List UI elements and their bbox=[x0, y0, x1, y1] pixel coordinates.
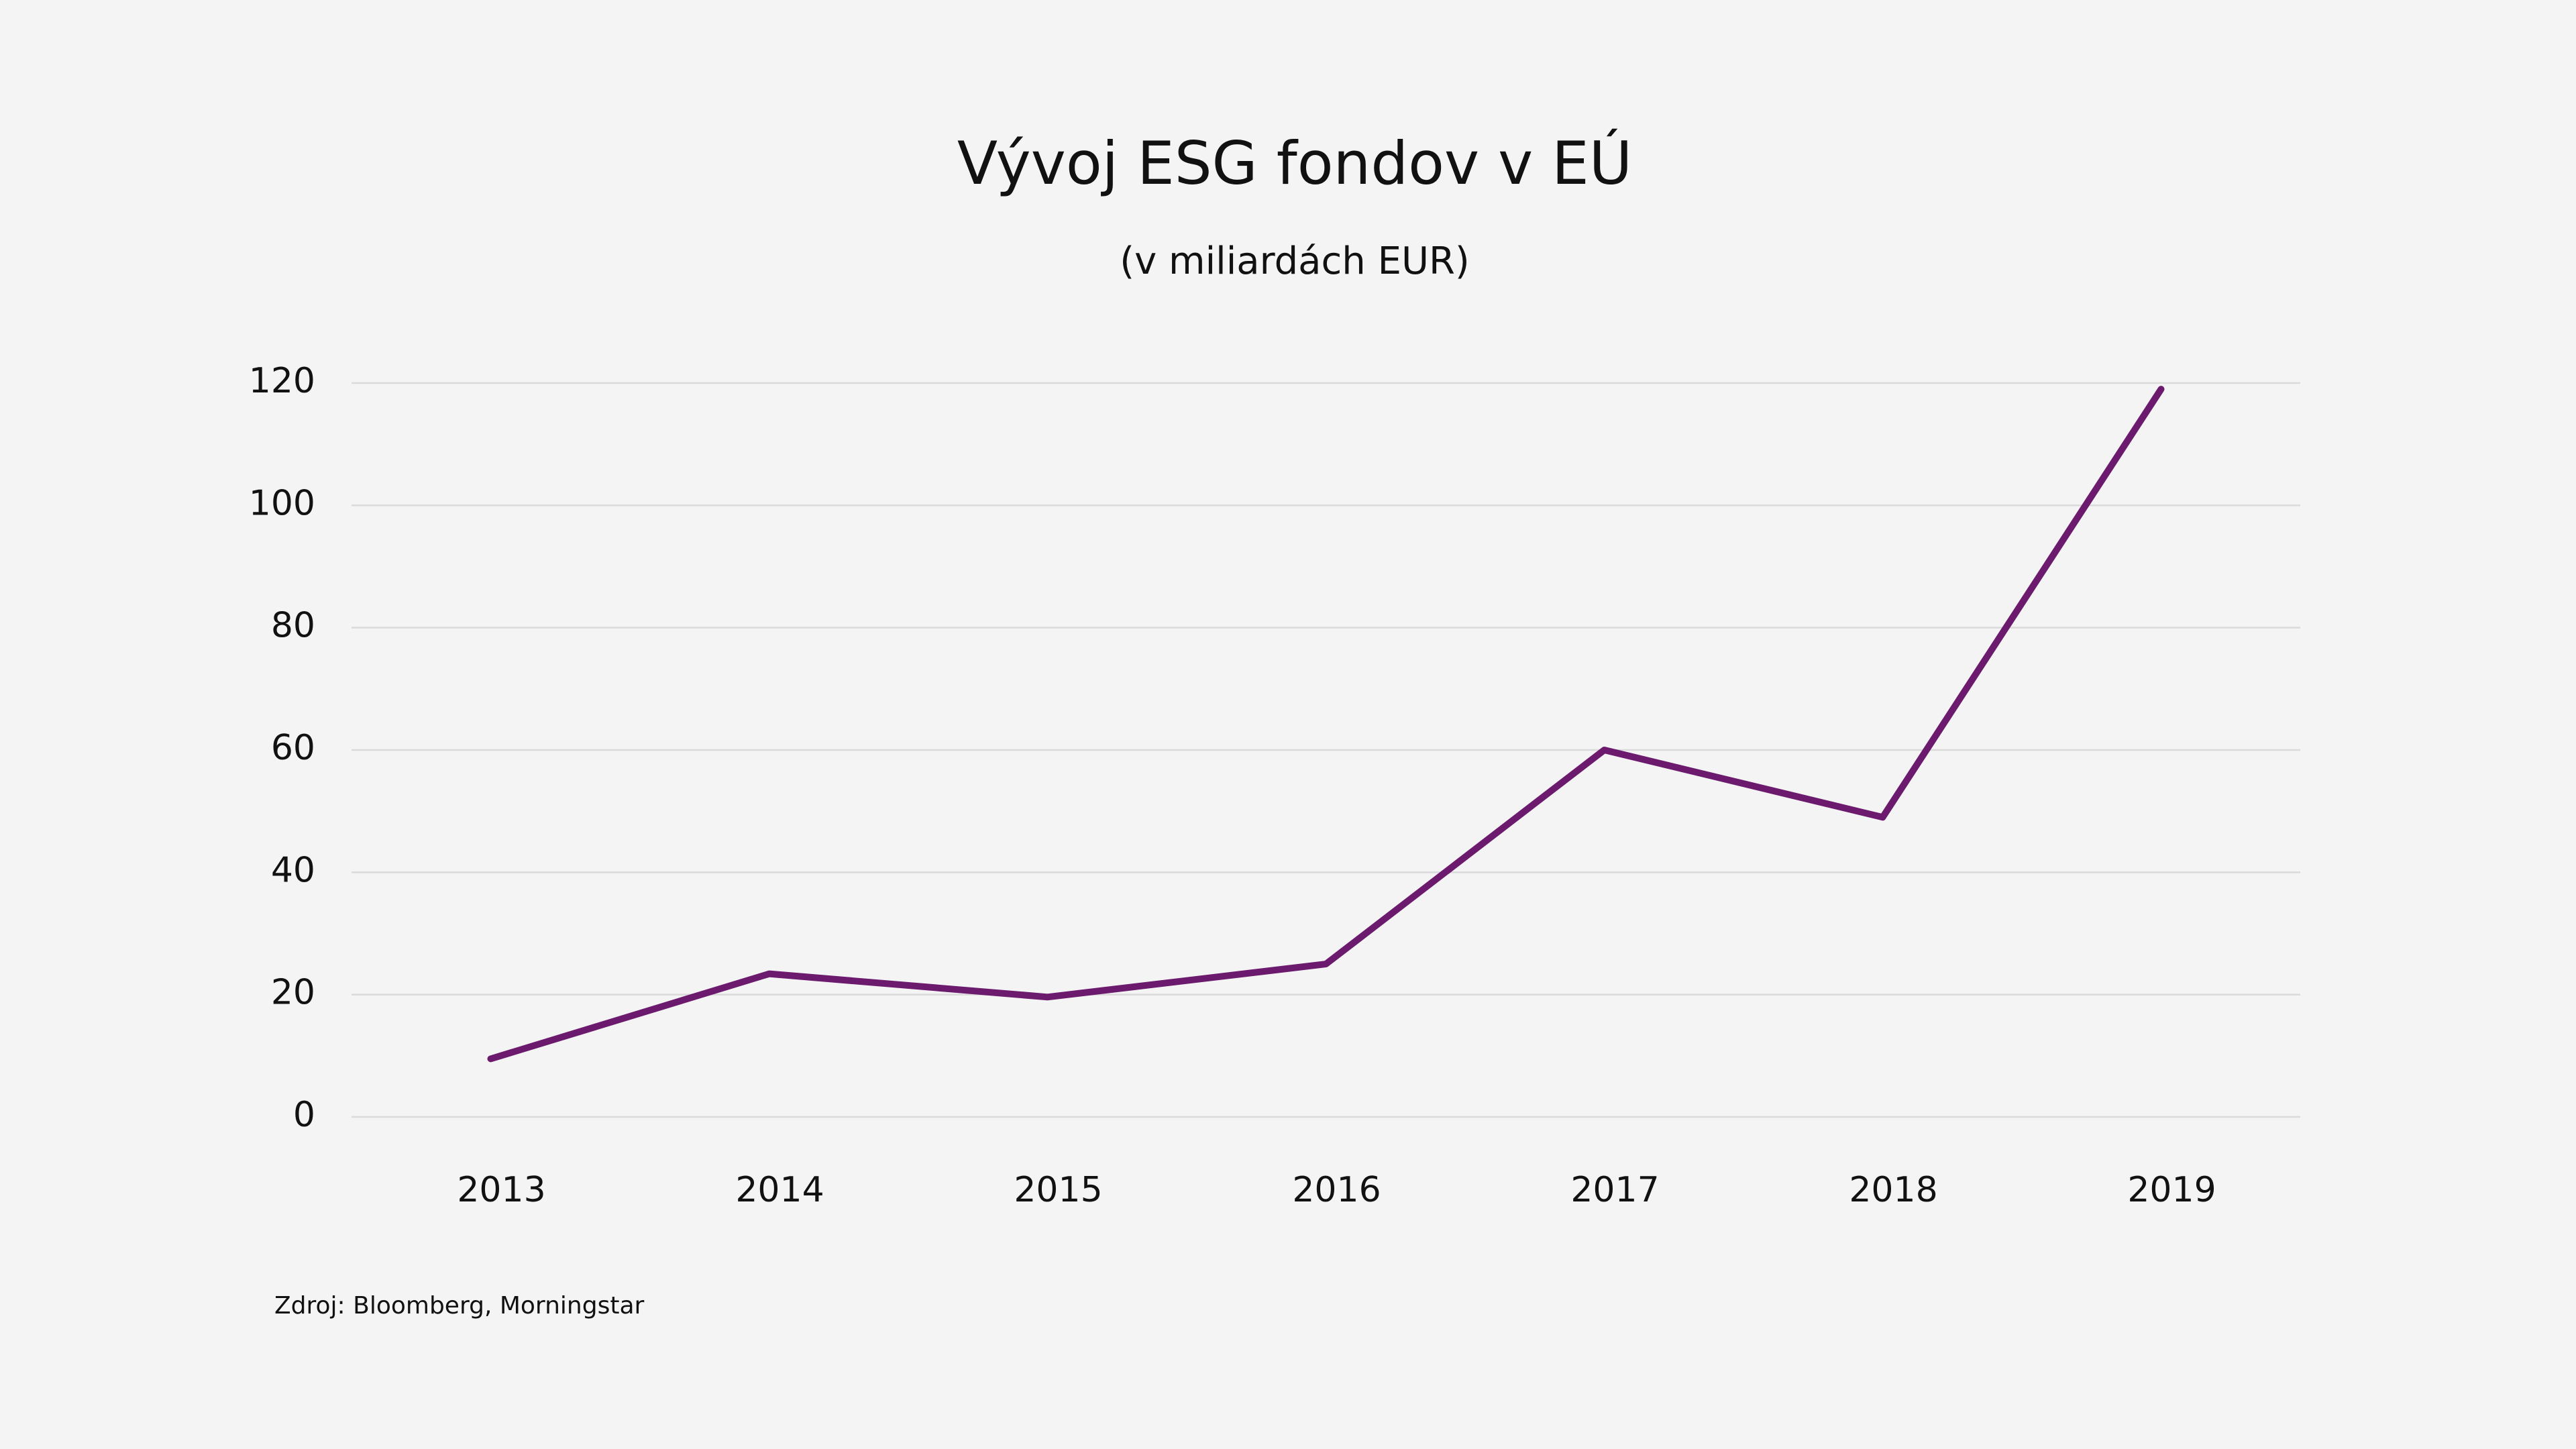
x-tick-label: 2017 bbox=[1570, 1170, 1659, 1210]
x-tick-label: 2019 bbox=[2127, 1170, 2216, 1210]
x-tick-label: 2016 bbox=[1292, 1170, 1381, 1210]
x-tick-label: 2018 bbox=[1849, 1170, 1937, 1210]
data-line bbox=[487, 386, 2165, 1063]
y-tick-label: 40 bbox=[271, 850, 315, 890]
x-tick-label: 2013 bbox=[457, 1170, 545, 1210]
chart-title: Vývoj ESG fondov v EÚ bbox=[957, 129, 1632, 198]
y-tick-label: 60 bbox=[271, 728, 315, 768]
x-tick-label: 2015 bbox=[1014, 1170, 1102, 1210]
y-tick-label: 20 bbox=[271, 973, 315, 1013]
y-tick-label: 0 bbox=[293, 1095, 315, 1135]
y-tick-label: 100 bbox=[249, 483, 315, 523]
x-tick-label: 2014 bbox=[735, 1170, 824, 1210]
y-tick-label: 120 bbox=[249, 361, 315, 401]
source-note: Zdroj: Bloomberg, Morningstar bbox=[274, 1292, 645, 1320]
y-tick-label: 80 bbox=[271, 606, 315, 646]
chart-subtitle: (v miliardách EUR) bbox=[1120, 239, 1469, 283]
